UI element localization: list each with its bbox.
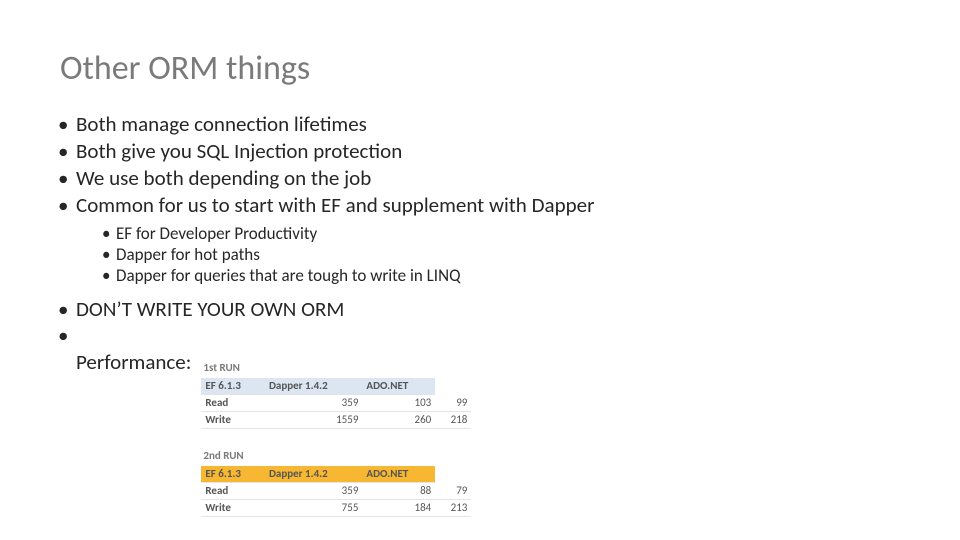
bullet-list-2: DON’T WRITE YOUR OWN ORM Performance: 1s…: [60, 296, 900, 518]
slide: Other ORM things Both manage connection …: [0, 0, 960, 540]
bullet-item: Both manage connection lifetimes: [76, 111, 900, 138]
cell: 184: [362, 500, 435, 517]
cell: 1559: [265, 412, 362, 429]
perf-table-2: EF 6.1.3 Dapper 1.4.2 ADO.NET Read 359 8…: [201, 466, 471, 517]
cell: 103: [362, 395, 435, 412]
row-label: Read: [201, 395, 265, 412]
cell: 260: [362, 412, 435, 429]
perf-label: Performance:: [76, 349, 191, 375]
row-label: Read: [201, 483, 265, 500]
perf-table-1: EF 6.1.3 Dapper 1.4.2 ADO.NET Read 359 1…: [201, 378, 471, 429]
table-header: Dapper 1.4.2: [265, 466, 362, 483]
cell: 213: [435, 500, 471, 517]
row-label: Write: [201, 412, 265, 429]
table-header: EF 6.1.3: [201, 466, 265, 483]
slide-title: Other ORM things: [60, 48, 900, 89]
bullet-item: Performance: 1st RUN EF 6.1.3 Dapper 1.4…: [76, 322, 900, 517]
table-row: Write 755 184 213: [201, 500, 471, 517]
bullet-item: Common for us to start with EF and suppl…: [76, 192, 900, 219]
run1-label: 1st RUN: [203, 361, 240, 375]
cell: 88: [362, 483, 435, 500]
cell: 79: [435, 483, 471, 500]
run2-label: 2nd RUN: [203, 449, 243, 463]
table-header: ADO.NET: [362, 378, 435, 395]
bullet-item: We use both depending on the job: [76, 165, 900, 192]
sub-bullet-item: Dapper for hot paths: [116, 244, 900, 265]
row-label: Write: [201, 500, 265, 517]
perf-tables: 1st RUN EF 6.1.3 Dapper 1.4.2 ADO.NET Re…: [201, 351, 471, 517]
table-row: Write 1559 260 218: [201, 412, 471, 429]
cell: 218: [435, 412, 471, 429]
table-header: ADO.NET: [362, 466, 435, 483]
table-header: EF 6.1.3: [201, 378, 265, 395]
table-row: Read 359 103 99: [201, 395, 471, 412]
table-row: Read 359 88 79: [201, 483, 471, 500]
bullet-item: DON’T WRITE YOUR OWN ORM: [76, 296, 900, 323]
cell: 359: [265, 483, 362, 500]
bullet-list: Both manage connection lifetimes Both gi…: [60, 111, 900, 219]
table-header-row: EF 6.1.3 Dapper 1.4.2 ADO.NET: [201, 466, 471, 483]
cell: 755: [265, 500, 362, 517]
table-header-row: EF 6.1.3 Dapper 1.4.2 ADO.NET: [201, 378, 471, 395]
bullet-item: Both give you SQL Injection protection: [76, 138, 900, 165]
cell: 99: [435, 395, 471, 412]
table-header: Dapper 1.4.2: [265, 378, 362, 395]
sub-bullet-item: EF for Developer Productivity: [116, 223, 900, 244]
sub-bullet-item: Dapper for queries that are tough to wri…: [116, 265, 900, 286]
sub-bullet-list: EF for Developer Productivity Dapper for…: [98, 223, 900, 286]
cell: 359: [265, 395, 362, 412]
